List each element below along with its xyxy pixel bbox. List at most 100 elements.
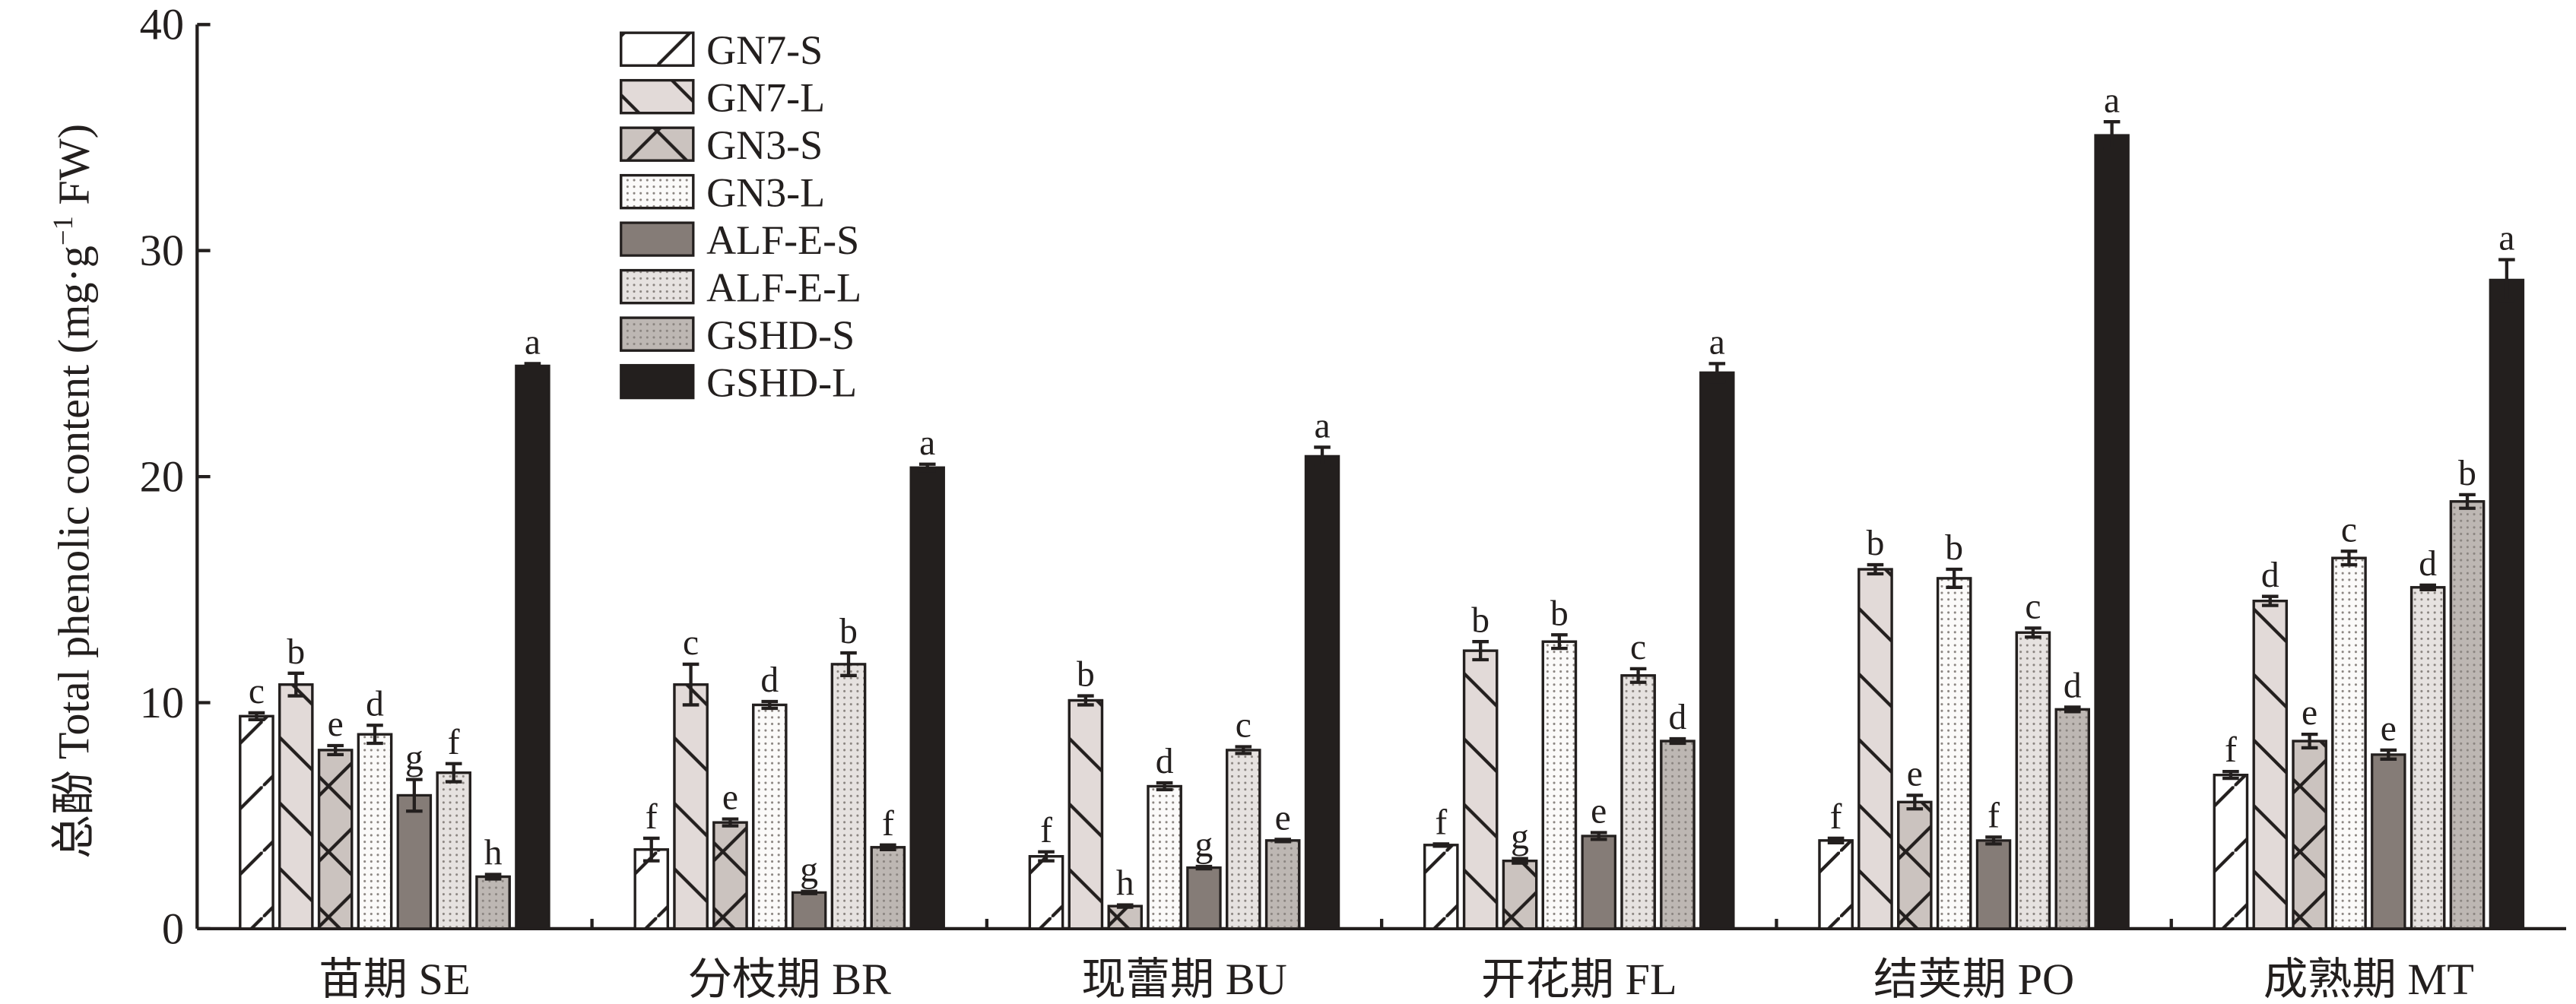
error-bar	[682, 662, 700, 707]
bar	[396, 793, 433, 930]
bar	[1857, 568, 1893, 930]
bar	[1699, 371, 1735, 930]
significance-label: a	[2498, 219, 2514, 258]
significance-label: a	[1314, 407, 1330, 446]
error-bar	[1274, 838, 1291, 844]
y-tick-label: 0	[162, 904, 184, 953]
error-bar	[1669, 736, 1686, 746]
significance-label: b	[1077, 655, 1095, 695]
significance-label: f	[1435, 803, 1447, 842]
error-bar	[1156, 781, 1173, 792]
bar	[2449, 500, 2486, 930]
bar	[2409, 586, 2446, 930]
bar	[1423, 844, 1459, 930]
error-bar	[524, 362, 541, 370]
error-bar	[1235, 745, 1252, 755]
significance-label: g	[1195, 825, 1213, 865]
bar	[357, 733, 393, 930]
error-bar	[406, 778, 423, 813]
bar	[620, 31, 695, 67]
significance-label: e	[1591, 792, 1607, 831]
significance-label: f	[2225, 730, 2237, 770]
significance-label: b	[1550, 594, 1569, 633]
error-bar	[484, 873, 502, 881]
significance-label: f	[448, 723, 460, 762]
significance-label: b	[839, 612, 858, 651]
y-tick-label: 10	[140, 678, 184, 727]
error-bar	[2340, 550, 2358, 567]
bar	[1068, 698, 1104, 930]
error-bar	[2261, 594, 2279, 607]
bar	[620, 126, 695, 162]
error-bar	[722, 817, 739, 828]
significance-label: c	[2025, 587, 2041, 626]
bar	[2054, 708, 2090, 930]
error-bar	[1708, 362, 1726, 384]
bar	[515, 364, 550, 930]
bar	[909, 466, 945, 930]
error-bar	[2103, 120, 2121, 151]
error-bar	[1195, 864, 1213, 871]
error-bar	[2025, 626, 2041, 639]
error-bar	[1629, 667, 1647, 684]
significance-label: d	[366, 684, 384, 724]
x-tick-label: 现蕾期 BU	[1081, 955, 1287, 1004]
bar	[2252, 600, 2288, 930]
error-bar	[248, 711, 265, 721]
error-bar	[2064, 705, 2081, 714]
bar	[620, 316, 695, 352]
x-tick-label: 分枝期 BR	[688, 955, 892, 1004]
significance-label: e	[2381, 709, 2397, 749]
significance-label: d	[2419, 544, 2437, 584]
y-label-end: FW)	[49, 124, 99, 216]
error-bar	[2459, 492, 2476, 510]
error-bar	[2498, 258, 2515, 302]
bar	[620, 268, 695, 305]
significance-label: g	[800, 850, 818, 890]
bar	[1186, 866, 1222, 930]
bar	[2094, 134, 2130, 930]
error-bar	[801, 889, 817, 895]
error-bar	[1590, 831, 1607, 841]
error-bar	[1906, 793, 1924, 811]
bar	[2015, 631, 2051, 930]
error-bar	[1472, 640, 1489, 662]
bar	[1660, 740, 1696, 930]
significance-label: h	[1116, 864, 1134, 904]
significance-label: e	[722, 778, 738, 818]
error-bar	[327, 743, 344, 757]
legend-label: GN7-L	[706, 75, 825, 121]
bar	[620, 363, 695, 400]
bar	[870, 846, 906, 930]
significance-label: a	[525, 323, 541, 363]
legend-label: GN7-S	[706, 27, 823, 73]
error-bar	[880, 843, 896, 851]
error-bar	[642, 836, 660, 863]
bar	[2331, 556, 2367, 930]
error-bar	[2419, 583, 2436, 591]
bar	[620, 221, 695, 257]
significance-label: c	[249, 672, 265, 711]
bar	[1147, 784, 1182, 930]
bar	[1502, 860, 1538, 930]
y-label-main: 总酚 Total phenolic content (mg·g	[49, 245, 99, 859]
bar	[1620, 674, 1656, 930]
significance-label: c	[683, 623, 699, 663]
bar	[2371, 753, 2406, 930]
significance-label: d	[2064, 667, 2082, 706]
bar	[1107, 904, 1143, 930]
bar	[1818, 839, 1854, 930]
significance-label: a	[919, 423, 935, 463]
significance-label: f	[1040, 811, 1052, 850]
significance-label: f	[1988, 797, 2000, 836]
significance-label: g	[405, 739, 424, 778]
legend-label: GSHD-S	[706, 312, 855, 358]
error-bar	[287, 671, 305, 698]
error-bar	[1038, 850, 1055, 863]
error-bar	[761, 699, 779, 711]
bar	[1897, 800, 1933, 930]
bar	[1936, 577, 1972, 930]
bar	[673, 683, 709, 930]
error-bar	[366, 724, 383, 746]
x-tick-label: 成熟期 MT	[2264, 955, 2474, 1004]
